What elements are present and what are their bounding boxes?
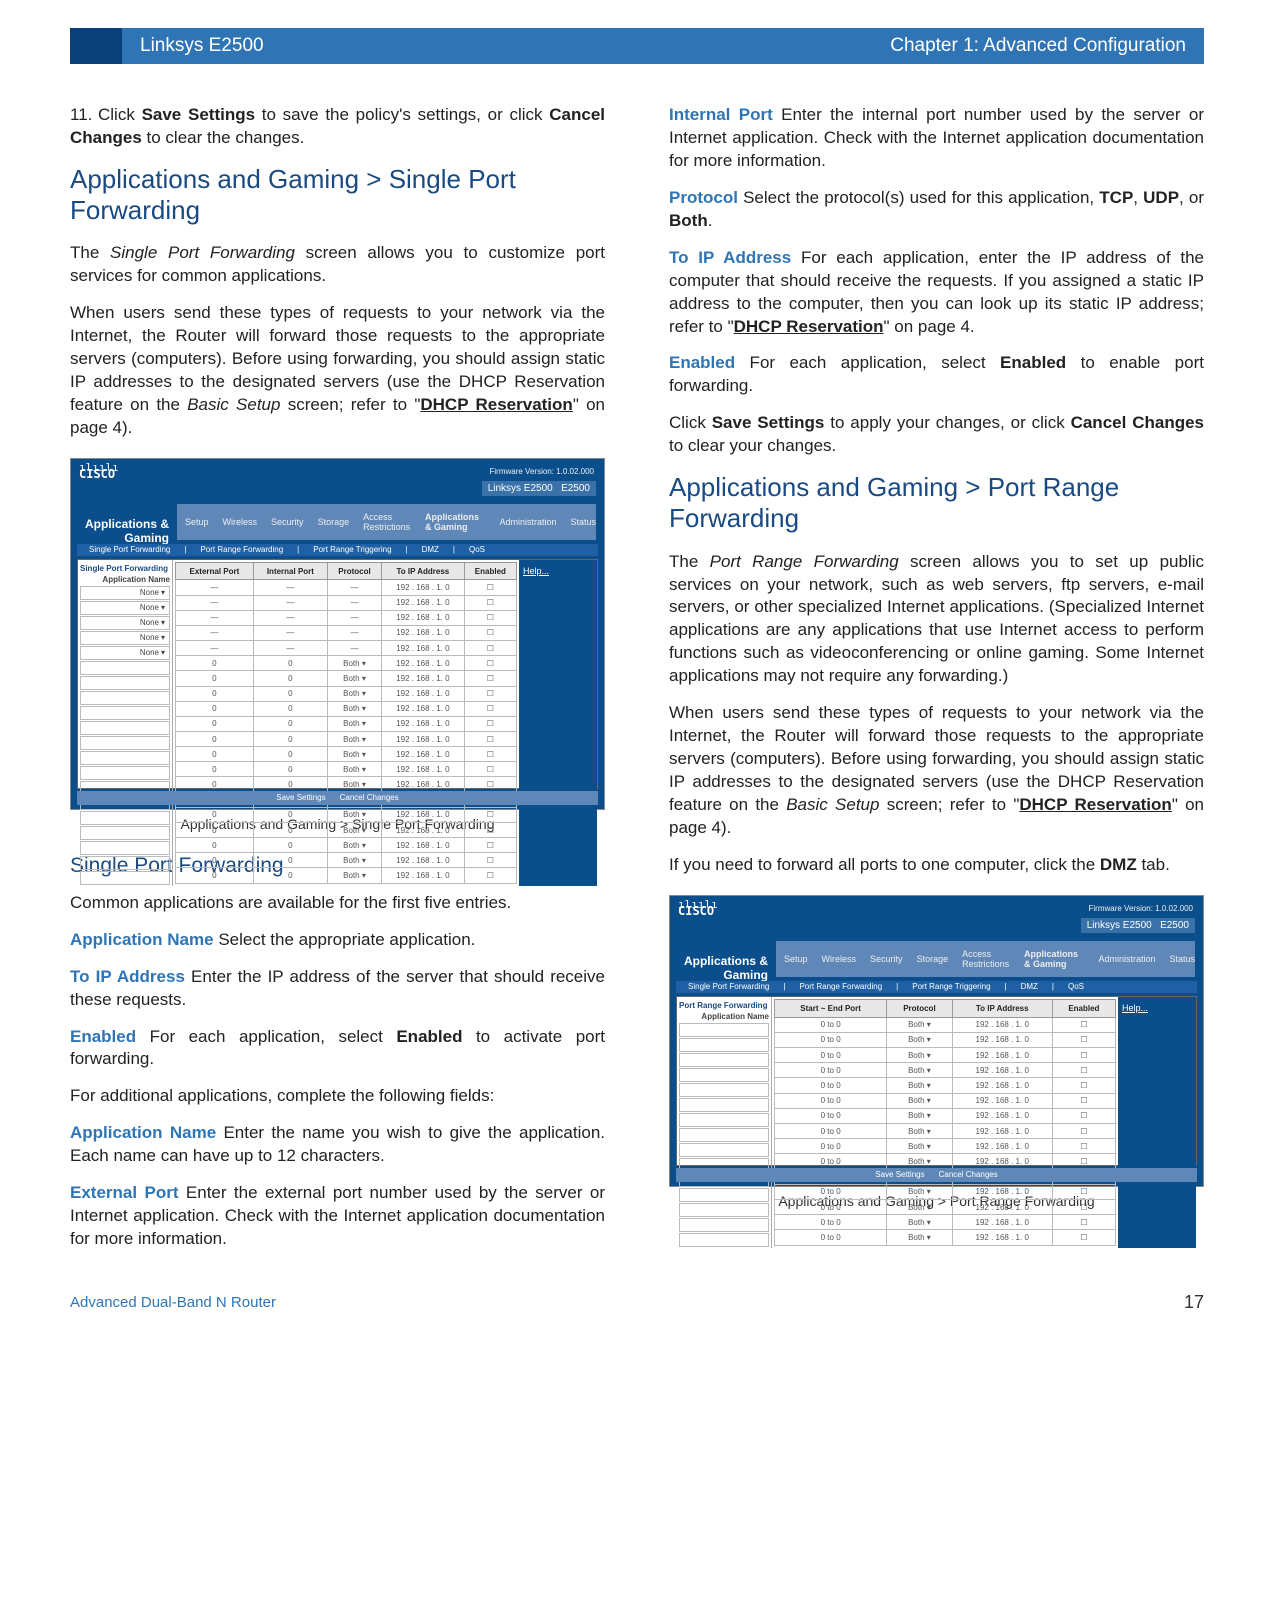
screenshot-single-port: ılıılıCISCO Firmware Version: 1.0.02.000… <box>70 458 605 810</box>
sec2-p2: When users send these types of requests … <box>669 702 1204 840</box>
help-link[interactable]: Help... <box>523 566 549 576</box>
footer-page-no: 17 <box>1184 1292 1204 1313</box>
header-chapter: Chapter 1: Advanced Configuration <box>890 35 1186 57</box>
sub-nav-2[interactable]: Single Port Forwarding|Port Range Forwar… <box>676 981 1197 993</box>
field-protocol: Protocol Select the protocol(s) used for… <box>669 187 1204 233</box>
sub1-p1: Common applications are available for th… <box>70 892 605 915</box>
field-toip-2: To IP Address For each application, ente… <box>669 247 1204 339</box>
field-appname-2: Application Name Enter the name you wish… <box>70 1122 605 1168</box>
page-footer: Advanced Dual-Band N Router 17 <box>70 1292 1204 1313</box>
field-internal-port: Internal Port Enter the internal port nu… <box>669 104 1204 173</box>
screenshot-port-range: ılıılıCISCO Firmware Version: 1.0.02.000… <box>669 895 1204 1187</box>
save-button-2[interactable]: Save Settings <box>875 1170 924 1179</box>
sec2-p1: The Port Range Forwarding screen allows … <box>669 551 1204 689</box>
sub1-p2: For additional applications, complete th… <box>70 1085 605 1108</box>
step-11: 11.Click Save Settings to save the polic… <box>70 104 605 150</box>
app-select[interactable]: None▾ <box>80 586 170 600</box>
section-port-range-title: Applications and Gaming > Port Range For… <box>669 472 1204 534</box>
sub-nav[interactable]: Single Port Forwarding|Port Range Forwar… <box>77 544 598 556</box>
field-toip-1: To IP Address Enter the IP address of th… <box>70 966 605 1012</box>
left-section-label: Applications & Gaming <box>79 517 169 545</box>
field-enabled-2: Enabled For each application, select Ena… <box>669 352 1204 398</box>
help-link-2[interactable]: Help... <box>1122 1003 1148 1013</box>
save-button[interactable]: Save Settings <box>276 793 325 802</box>
model-tabs: Linksys E2500 E2500 <box>482 481 596 496</box>
cisco-logo-2: ılıılıCISCO <box>678 902 718 916</box>
firmware-label: Firmware Version: 1.0.02.000 <box>490 467 595 476</box>
cisco-logo: ılıılıCISCO <box>79 465 119 479</box>
section-single-port-title: Applications and Gaming > Single Port Fo… <box>70 164 605 226</box>
sec1-para1: The Single Port Forwarding screen allows… <box>70 242 605 288</box>
field-external-port: External Port Enter the external port nu… <box>70 1182 605 1251</box>
sec2-p3: If you need to forward all ports to one … <box>669 854 1204 877</box>
dhcp-link-2[interactable]: DHCP Reservation <box>734 317 884 336</box>
cancel-button[interactable]: Cancel Changes <box>340 793 399 802</box>
dhcp-link-3[interactable]: DHCP Reservation <box>1019 795 1171 814</box>
dhcp-link[interactable]: DHCP Reservation <box>420 395 572 414</box>
field-enabled-1: Enabled For each application, select Ena… <box>70 1026 605 1072</box>
nav-tabs-2[interactable]: SetupWirelessSecurityStorageAccess Restr… <box>776 941 1195 977</box>
footer-product-line: Advanced Dual-Band N Router <box>70 1294 276 1311</box>
field-appname-1: Application Name Select the appropriate … <box>70 929 605 952</box>
single-port-table: External PortInternal PortProtocolTo IP … <box>175 562 517 884</box>
header-product: Linksys E2500 <box>140 35 264 57</box>
page-header: Linksys E2500 Chapter 1: Advanced Config… <box>70 28 1204 64</box>
nav-tabs[interactable]: SetupWirelessSecurityStorageAccess Restr… <box>177 504 596 540</box>
cancel-button-2[interactable]: Cancel Changes <box>939 1170 998 1179</box>
save-cancel-para: Click Save Settings to apply your change… <box>669 412 1204 458</box>
sec1-para2: When users send these types of requests … <box>70 302 605 440</box>
port-range-table: Start ~ End PortProtocolTo IP AddressEna… <box>774 999 1116 1246</box>
